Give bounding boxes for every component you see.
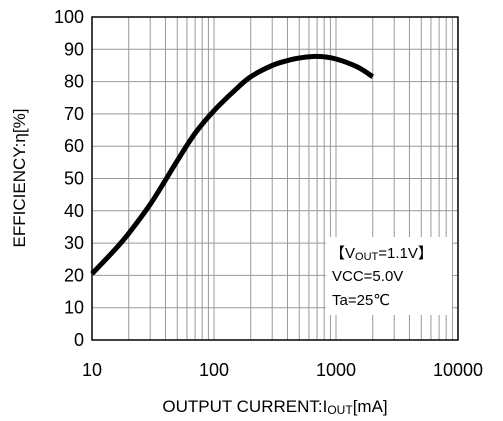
y-tick-label: 40 (64, 201, 84, 221)
y-tick-label: 0 (74, 330, 84, 350)
x-tick-labels: 10 100 1000 10000 (82, 360, 483, 380)
series-layer (90, 53, 375, 276)
efficiency-series-line (90, 53, 375, 276)
x-tick-label: 100 (199, 360, 229, 380)
x-tick-label: 10000 (433, 360, 483, 380)
x-tick-label: 1000 (316, 360, 356, 380)
x-axis-label: OUTPUT CURRENT:IOUT[mA] (162, 397, 387, 417)
y-tick-label: 50 (64, 169, 84, 189)
y-tick-label: 70 (64, 104, 84, 124)
annotation-vout: 【VOUT=1.1V】 (330, 245, 433, 263)
y-tick-labels: 0 10 20 30 40 50 60 70 80 90 100 (54, 7, 84, 350)
annotation-ta: Ta=25℃ (332, 292, 390, 309)
annotation-vcc: VCC=5.0V (332, 268, 403, 285)
y-tick-label: 80 (64, 72, 84, 92)
y-tick-label: 90 (64, 39, 84, 59)
y-tick-label: 30 (64, 233, 84, 253)
y-tick-label: 20 (64, 265, 84, 285)
x-tick-label: 10 (82, 360, 102, 380)
plot-frame (91, 16, 459, 341)
y-tick-label: 100 (54, 7, 84, 27)
y-tick-label: 60 (64, 136, 84, 156)
annotation-background (326, 237, 452, 315)
y-axis-label: EFFICIENCY:η[%] (10, 109, 29, 248)
condition-annotation: 【VOUT=1.1V】 VCC=5.0V Ta=25℃ (326, 237, 452, 315)
y-tick-label: 10 (64, 298, 84, 318)
